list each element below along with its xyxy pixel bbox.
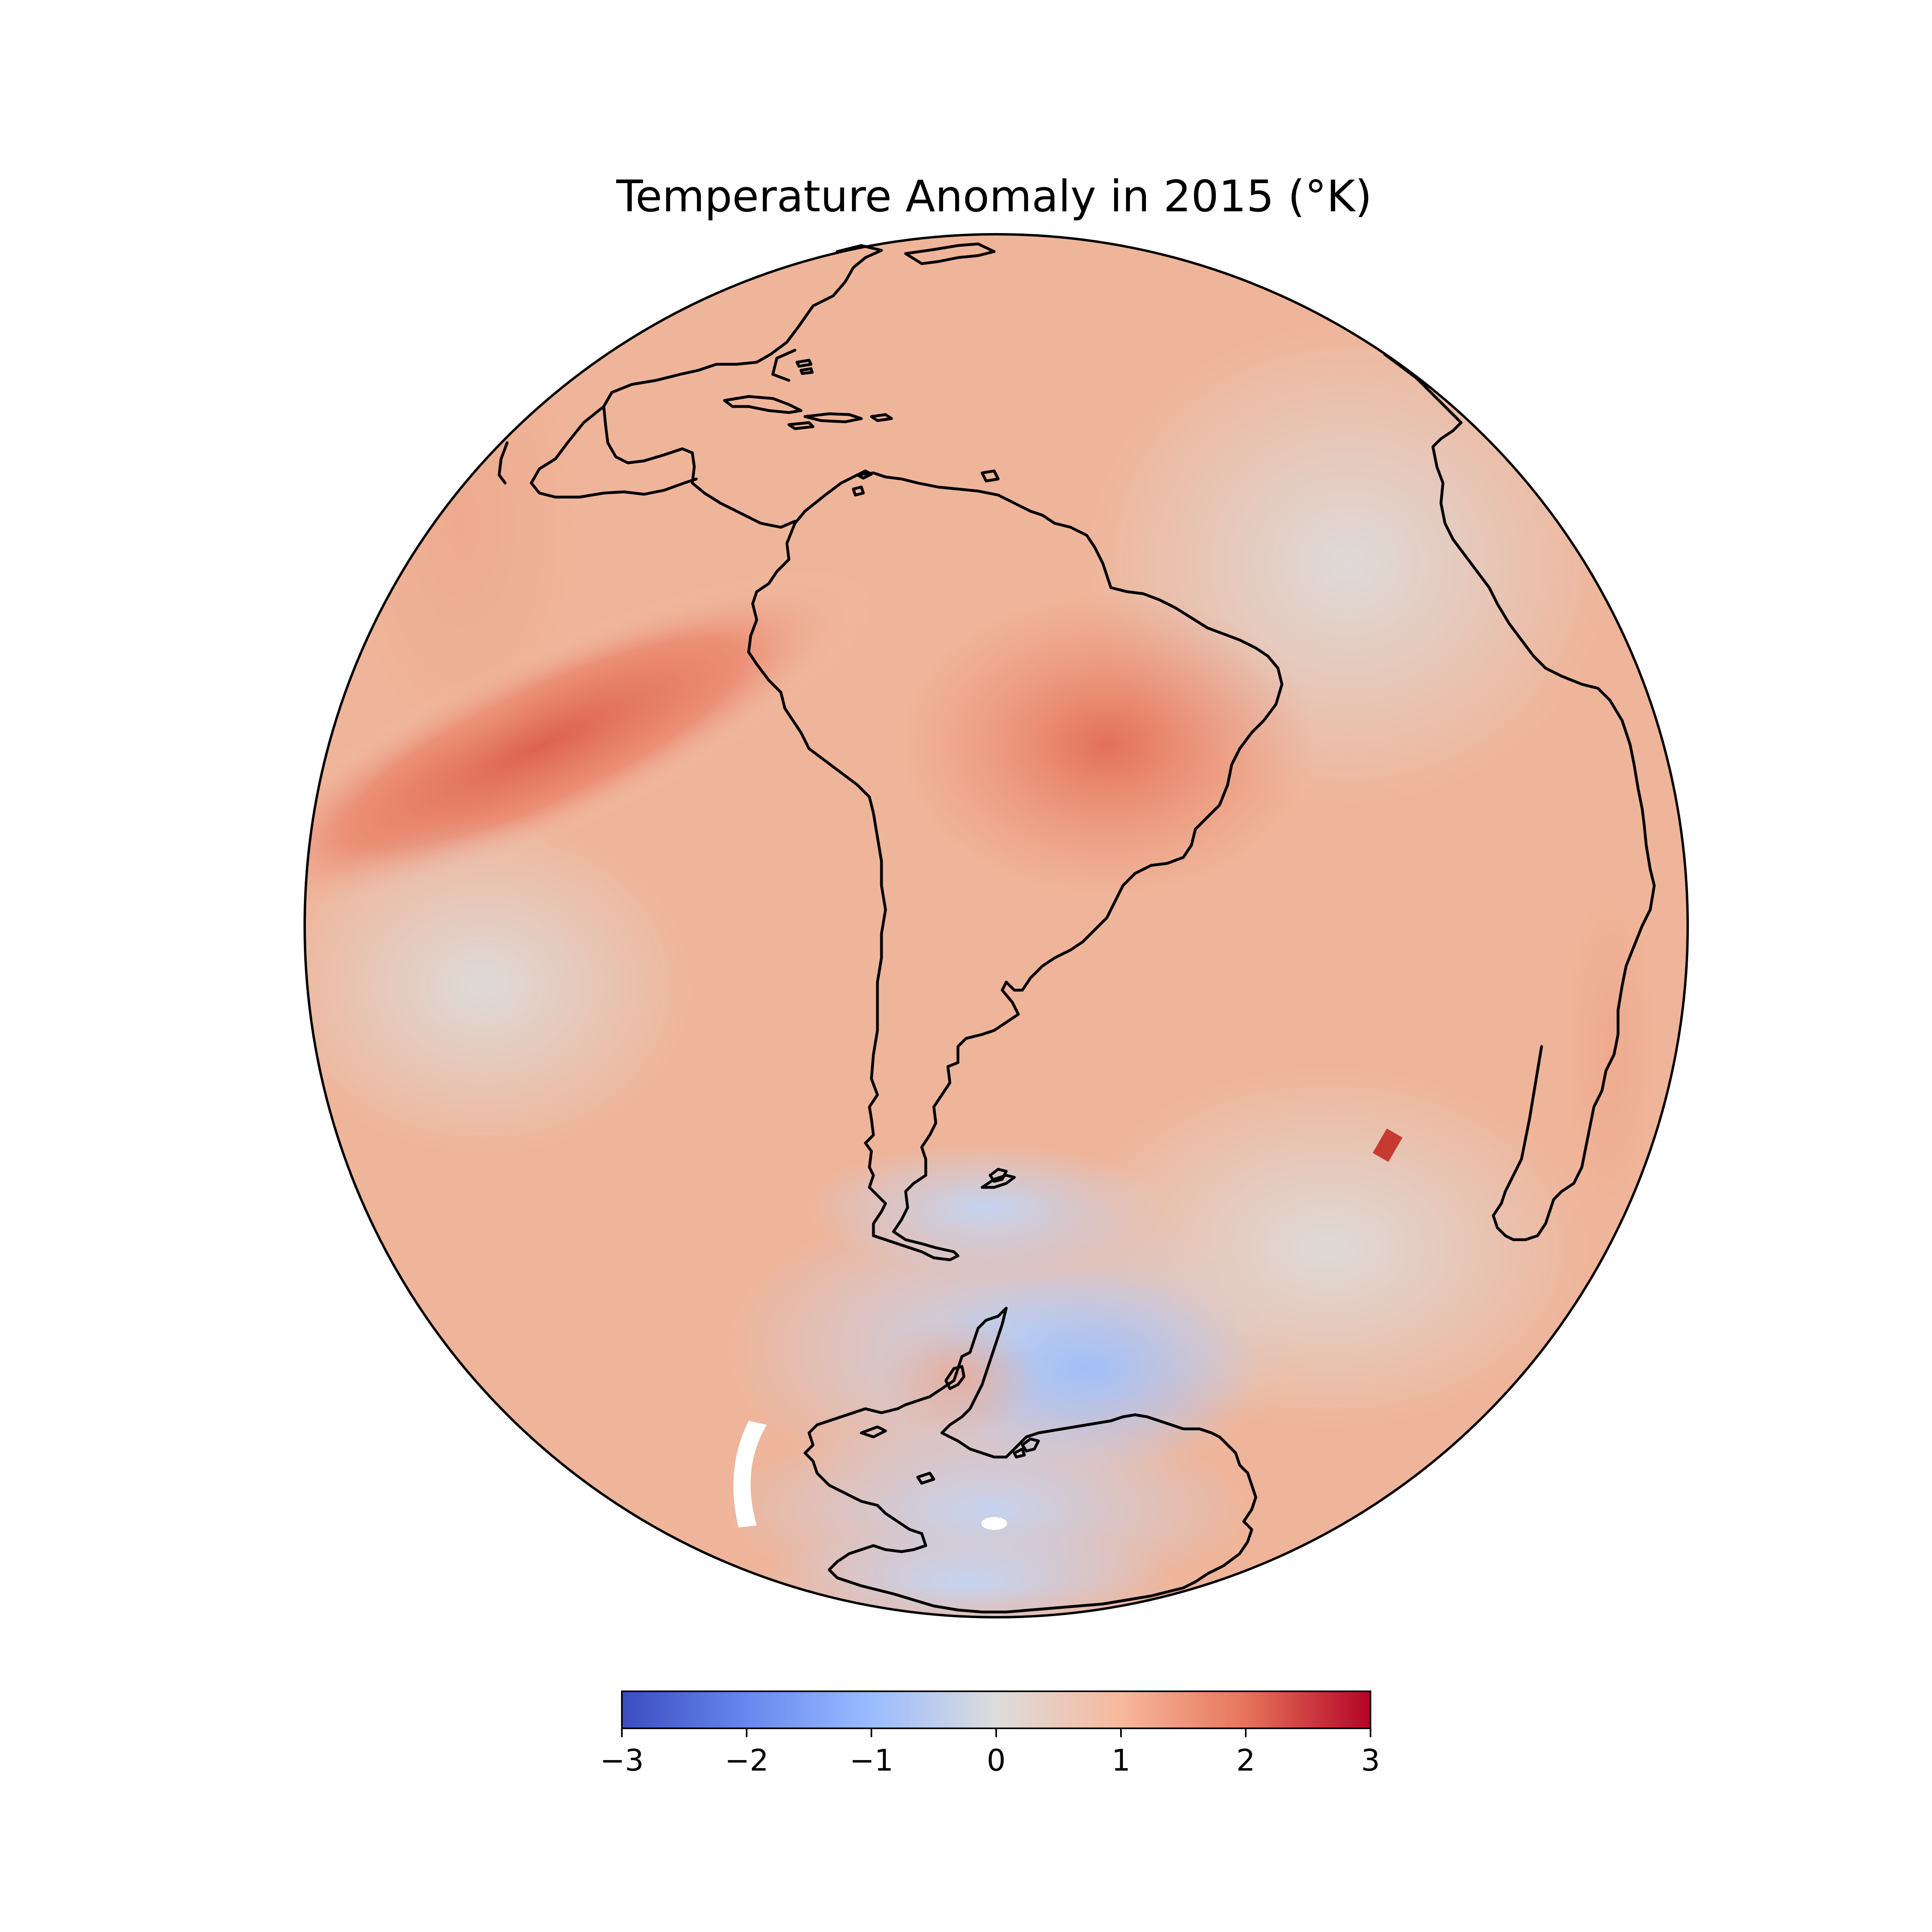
coastlines	[497, 242, 1656, 1614]
colorbar: −3 −2 −1 0 1 2 3	[600, 1690, 1380, 1778]
colorbar-tick-label: 1	[1111, 1743, 1130, 1778]
colorbar-tick-label: 3	[1361, 1743, 1380, 1778]
globe-outline	[303, 233, 1689, 1618]
colorbar-tick-label: −1	[849, 1743, 893, 1778]
globe	[303, 233, 1689, 1618]
colorbar-tick-label: −3	[600, 1743, 644, 1778]
colorbar-tick-label: 2	[1236, 1743, 1255, 1778]
colorbar-ticks: −3 −2 −1 0 1 2 3	[600, 1728, 1380, 1778]
colorbar-gradient	[621, 1690, 1371, 1729]
map-title: Temperature Anomaly in 2015 (°K)	[616, 171, 1372, 222]
colorbar-tick-label: 0	[987, 1743, 1005, 1778]
colorbar-tick-label: −2	[724, 1743, 768, 1778]
anomaly-field	[305, 234, 1688, 1617]
